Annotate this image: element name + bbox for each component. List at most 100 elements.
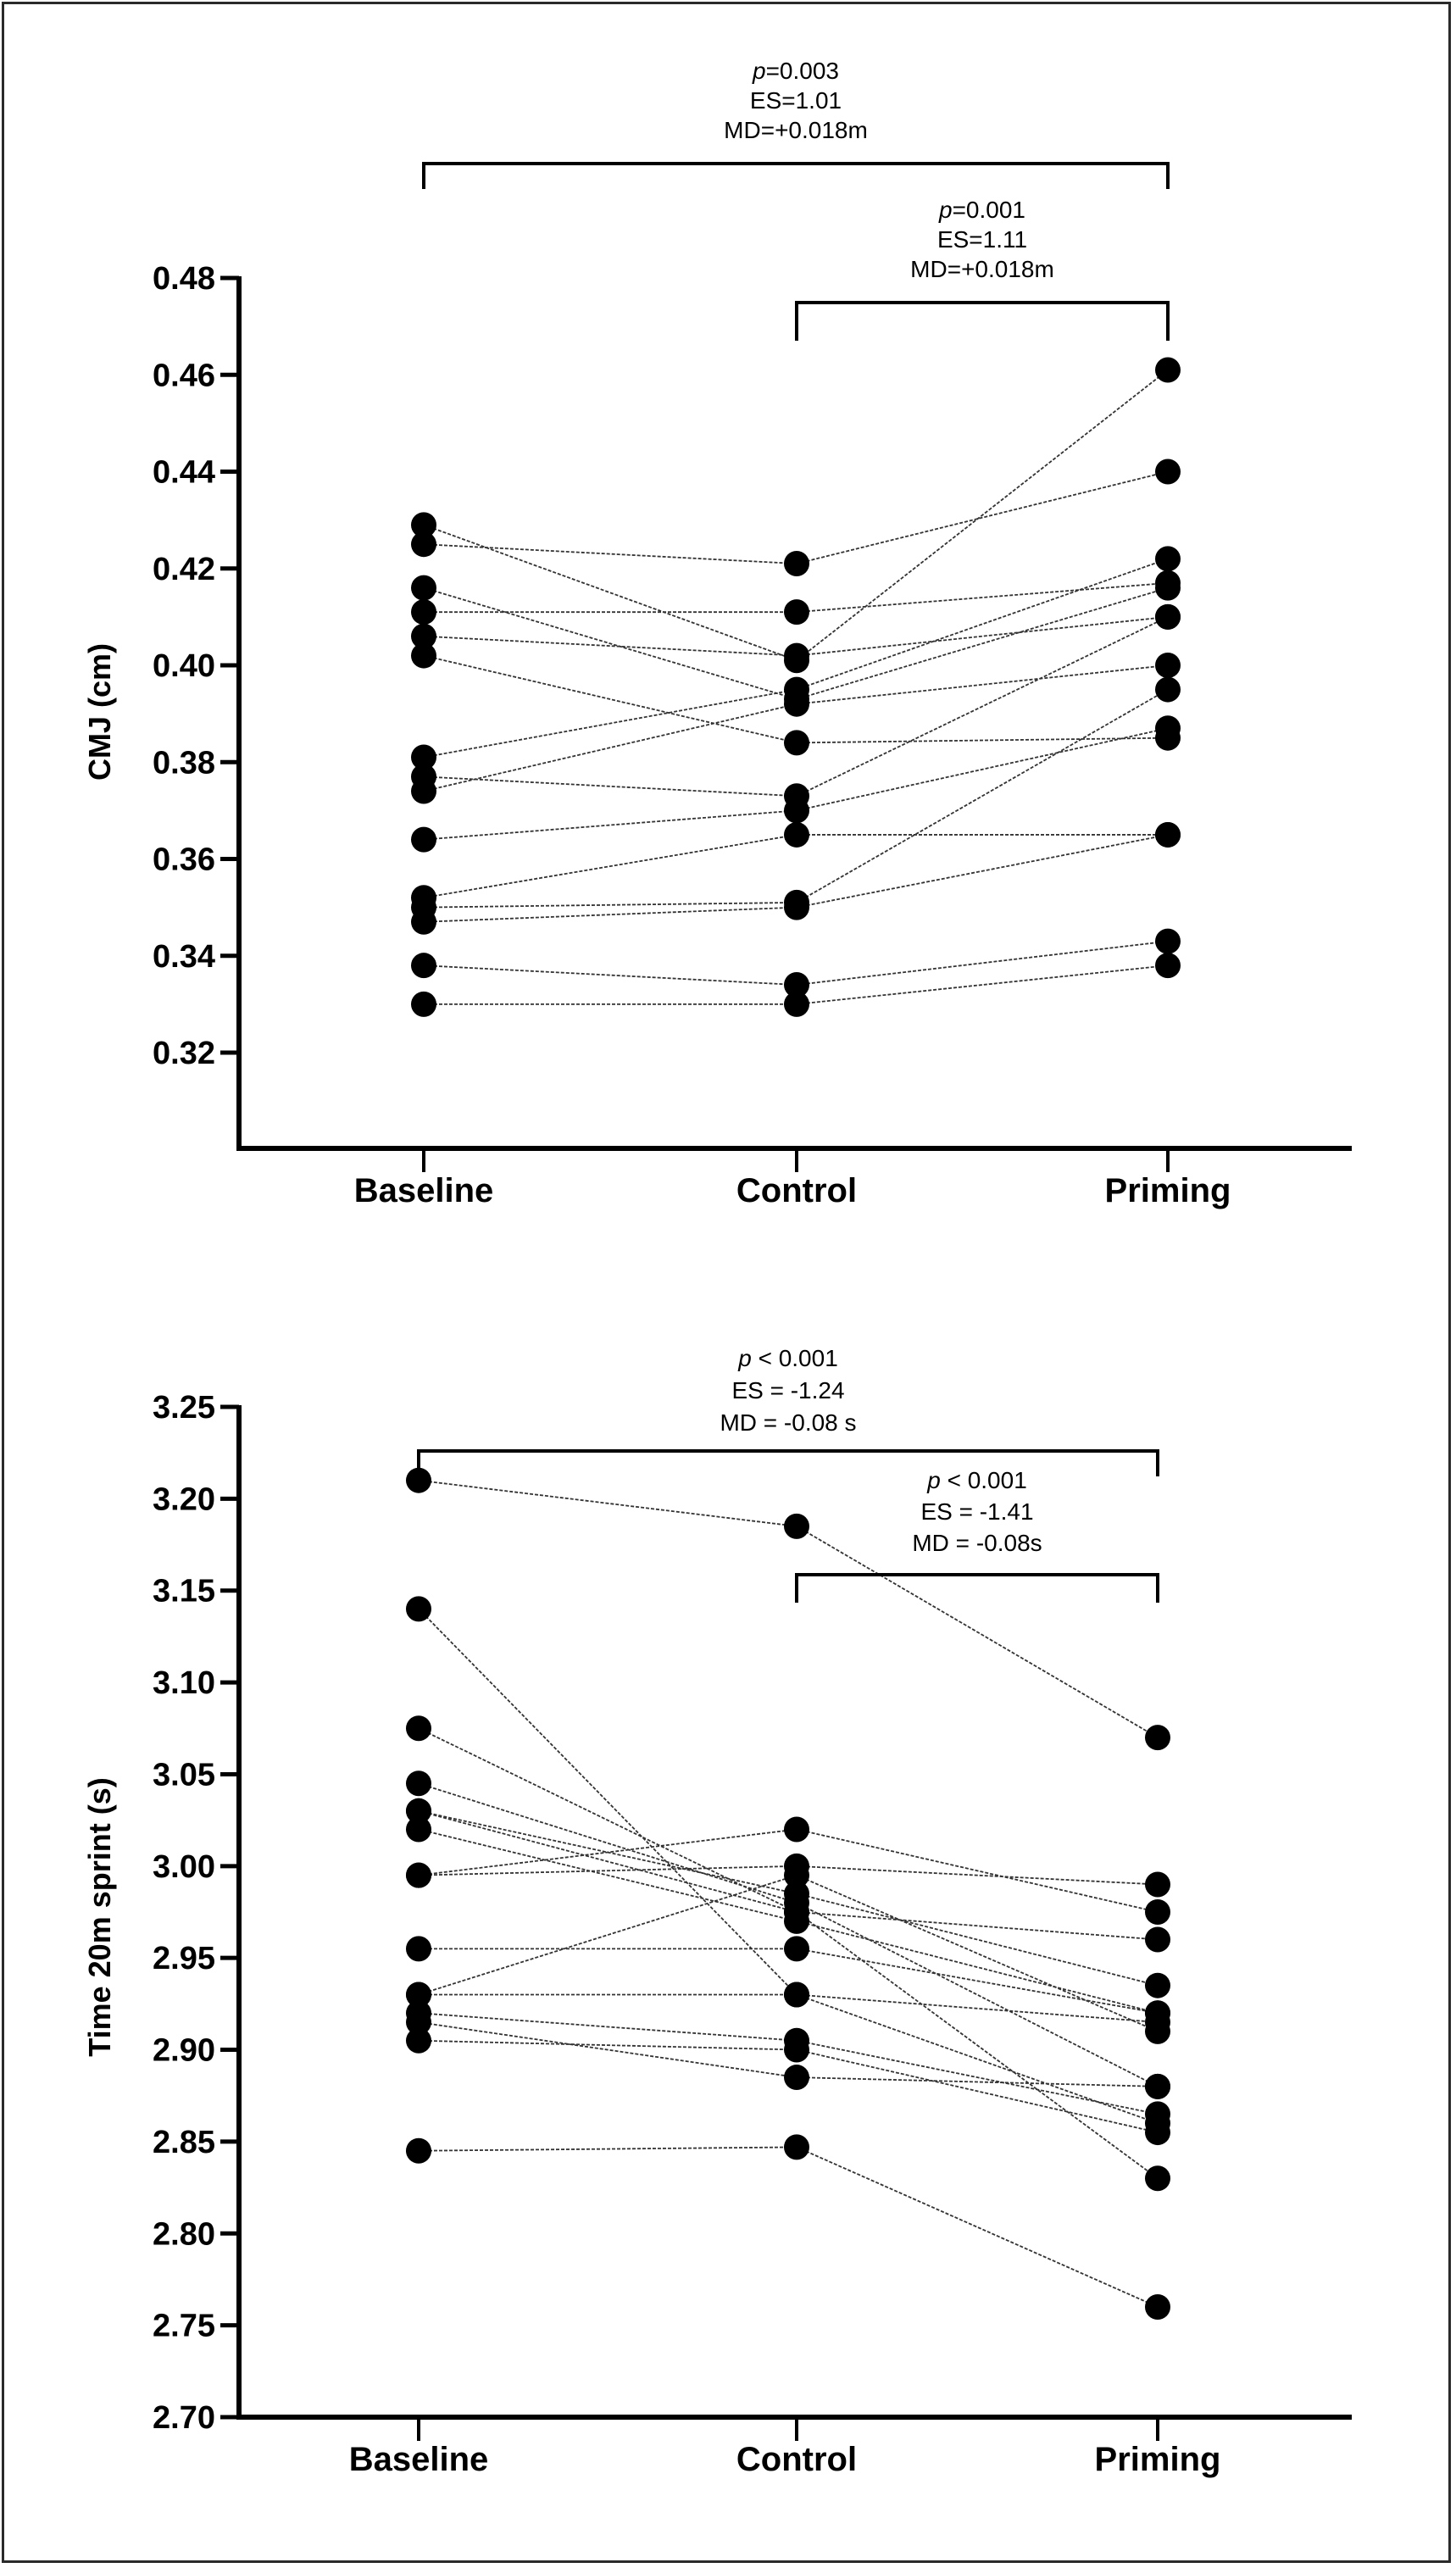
subject-10-line (796, 1948, 1159, 2015)
annotation-text: ES = -1.24 (731, 1377, 844, 1404)
y-tick-label: 0.44 (153, 455, 215, 491)
subject-11-line (418, 1874, 797, 1996)
data-point-baseline (406, 2009, 431, 2036)
data-point-baseline (406, 1816, 431, 1843)
subject-9-line (796, 664, 1169, 705)
data-point-control (784, 642, 809, 669)
y-tick-label: 0.38 (153, 745, 215, 781)
y-tick-label: 0.32 (153, 1036, 215, 1071)
data-point-control (784, 1862, 809, 1888)
subject-5-line (796, 615, 1169, 657)
data-point-priming (1155, 676, 1181, 703)
data-point-baseline (411, 953, 436, 979)
y-tick-label: 3.25 (153, 1390, 215, 1426)
subject-13-line (423, 906, 797, 923)
data-point-control (784, 551, 809, 577)
data-point-priming (1145, 1972, 1170, 1998)
annotation-line: ES=1.11 (937, 226, 1027, 253)
data-point-baseline (406, 1715, 431, 1742)
bracket-line (795, 301, 1170, 341)
data-point-baseline (406, 2027, 431, 2054)
subject-7-line (423, 688, 797, 759)
data-point-baseline (411, 642, 436, 669)
y-tick-label: 2.90 (153, 2033, 215, 2069)
annotation-text: ES=1.01 (750, 87, 842, 114)
data-point-control (784, 599, 809, 625)
data-point-baseline (411, 623, 436, 649)
annotation-line: MD = -0.08s (912, 1530, 1042, 1556)
subject-5-line (796, 1893, 1159, 1987)
annotation-line: MD=+0.018m (910, 256, 1054, 282)
subject-3-line (796, 1911, 1159, 2179)
subject-7-line (418, 1828, 797, 1922)
subject-1-line (796, 1526, 1159, 1738)
subject-12-line (423, 902, 797, 909)
data-point-baseline (411, 909, 436, 935)
data-point-priming (1155, 546, 1181, 572)
subject-2-line (796, 470, 1169, 564)
data-point-priming (1145, 2073, 1170, 2099)
p-symbol: p (938, 197, 953, 223)
data-point-control (784, 972, 809, 998)
subject-14-line (418, 2021, 797, 2078)
y-tick-label: 0.48 (153, 261, 215, 297)
data-point-priming (1155, 570, 1181, 596)
data-point-priming (1145, 2165, 1170, 2192)
annotation-line: MD = -0.08 s (720, 1409, 856, 1436)
subject-16-line (796, 2146, 1159, 2308)
subject-8-line (796, 616, 1169, 798)
subject-12-line (796, 688, 1169, 903)
y-tick-label: 3.00 (153, 1849, 215, 1885)
subject-11-line (796, 1874, 1159, 2032)
data-point-control (784, 1881, 809, 1907)
data-point-control (784, 1936, 809, 1962)
subject-9-line (796, 1828, 1159, 1913)
data-point-control (784, 2134, 809, 2160)
data-point-baseline (406, 1467, 431, 1493)
y-tick-label: 0.34 (153, 939, 215, 975)
data-point-baseline (411, 531, 436, 558)
data-point-priming (1145, 1725, 1170, 1751)
data-point-priming (1155, 459, 1181, 485)
data-point-priming (1145, 2009, 1170, 2036)
y-tick-label: 0.40 (153, 648, 215, 684)
data-point-baseline (411, 826, 436, 853)
subject-2-line (423, 543, 797, 564)
annotation-line: ES = -1.24 (731, 1377, 844, 1404)
data-point-control (784, 1982, 809, 2008)
data-point-priming (1145, 1899, 1170, 1925)
data-point-priming (1145, 2101, 1170, 2127)
y-tick-label: 0.36 (153, 842, 215, 878)
subject-7-line (796, 1920, 1159, 2015)
p-symbol: p (752, 58, 766, 84)
subject-5-line (423, 635, 797, 657)
subject-13-line (796, 2039, 1159, 2115)
x-tick-label-baseline: Baseline (354, 1172, 494, 1209)
x-tick-label-priming: Priming (1095, 2441, 1221, 2478)
p-symbol: p (926, 1467, 941, 1493)
annotation-text: < 0.001 (752, 1345, 838, 1371)
data-point-control (784, 2065, 809, 2091)
data-point-priming (1145, 1926, 1170, 1953)
data-point-priming (1145, 2120, 1170, 2146)
bracket-line (422, 162, 1170, 189)
y-tick-label: 3.05 (153, 1757, 215, 1793)
subject-14-line (423, 964, 797, 986)
subject-14-line (796, 2076, 1159, 2087)
subject-15-line (418, 2039, 797, 2051)
annotation-line: MD=+0.018m (724, 117, 868, 143)
x-tick-label-priming: Priming (1105, 1172, 1231, 1209)
annotation-line: ES=1.01 (750, 87, 842, 114)
subject-1-line (423, 524, 797, 662)
annotation-text: MD = -0.08 s (720, 1409, 856, 1436)
y-axis-title: CMJ (cm) (82, 643, 117, 781)
x-tick-label-baseline: Baseline (349, 2441, 489, 2478)
annotation-line: p=0.001 (938, 197, 1025, 223)
data-point-baseline (411, 599, 436, 625)
significance-bracket-outer: p < 0.001 ES = -1.24 MD = -0.08 s (417, 1345, 1159, 1476)
data-point-control (784, 798, 809, 824)
data-point-baseline (406, 1798, 431, 1824)
subject-6-line (796, 736, 1169, 744)
data-point-baseline (406, 2137, 431, 2164)
